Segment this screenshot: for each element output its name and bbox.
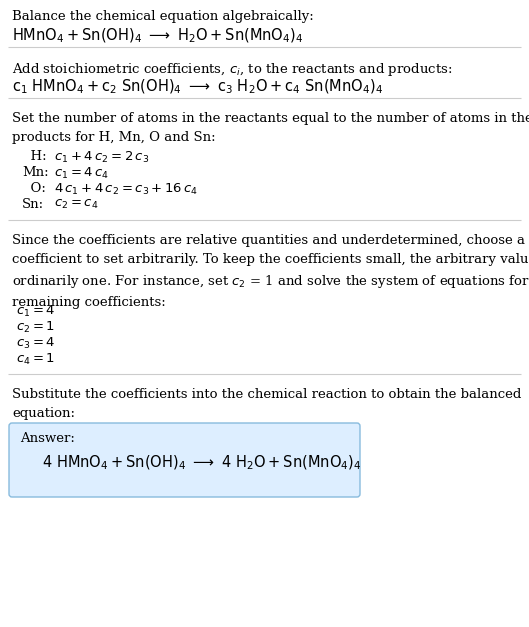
Text: $c_1 = 4\,c_4$: $c_1 = 4\,c_4$ [54, 166, 109, 181]
Text: O:: O: [22, 182, 46, 195]
Text: $c_2 = c_4$: $c_2 = c_4$ [54, 198, 98, 211]
Text: $c_1 = 4$: $c_1 = 4$ [16, 304, 56, 319]
Text: $c_1 + 4\,c_2 = 2\,c_3$: $c_1 + 4\,c_2 = 2\,c_3$ [54, 150, 149, 165]
Text: Set the number of atoms in the reactants equal to the number of atoms in the
pro: Set the number of atoms in the reactants… [12, 112, 529, 144]
Text: $c_3 = 4$: $c_3 = 4$ [16, 336, 56, 351]
Text: H:: H: [22, 150, 47, 163]
Text: Balance the chemical equation algebraically:: Balance the chemical equation algebraica… [12, 10, 314, 23]
Text: $c_4 = 1$: $c_4 = 1$ [16, 352, 55, 367]
FancyBboxPatch shape [9, 423, 360, 497]
Text: Answer:: Answer: [20, 432, 75, 445]
Text: Add stoichiometric coefficients, $c_i$, to the reactants and products:: Add stoichiometric coefficients, $c_i$, … [12, 61, 452, 78]
Text: Mn:: Mn: [22, 166, 49, 179]
Text: $\mathrm{HMnO_4 + Sn(OH)_4 \ \longrightarrow \ H_2O + Sn(MnO_4)_4}$: $\mathrm{HMnO_4 + Sn(OH)_4 \ \longrighta… [12, 27, 303, 45]
Text: Since the coefficients are relative quantities and underdetermined, choose a
coe: Since the coefficients are relative quan… [12, 234, 529, 309]
Text: $c_2 = 1$: $c_2 = 1$ [16, 320, 55, 335]
Text: $\mathrm{4\ HMnO_4 + Sn(OH)_4 \ \longrightarrow \ 4\ H_2O + Sn(MnO_4)_4}$: $\mathrm{4\ HMnO_4 + Sn(OH)_4 \ \longrig… [42, 454, 361, 472]
Text: Sn:: Sn: [22, 198, 44, 211]
Text: Substitute the coefficients into the chemical reaction to obtain the balanced
eq: Substitute the coefficients into the che… [12, 388, 522, 420]
Text: $4\,c_1 + 4\,c_2 = c_3 + 16\,c_4$: $4\,c_1 + 4\,c_2 = c_3 + 16\,c_4$ [54, 182, 198, 197]
Text: $\mathrm{c_1\ HMnO_4 + c_2\ Sn(OH)_4 \ \longrightarrow \ c_3\ H_2O + c_4\ Sn(MnO: $\mathrm{c_1\ HMnO_4 + c_2\ Sn(OH)_4 \ \… [12, 78, 383, 97]
